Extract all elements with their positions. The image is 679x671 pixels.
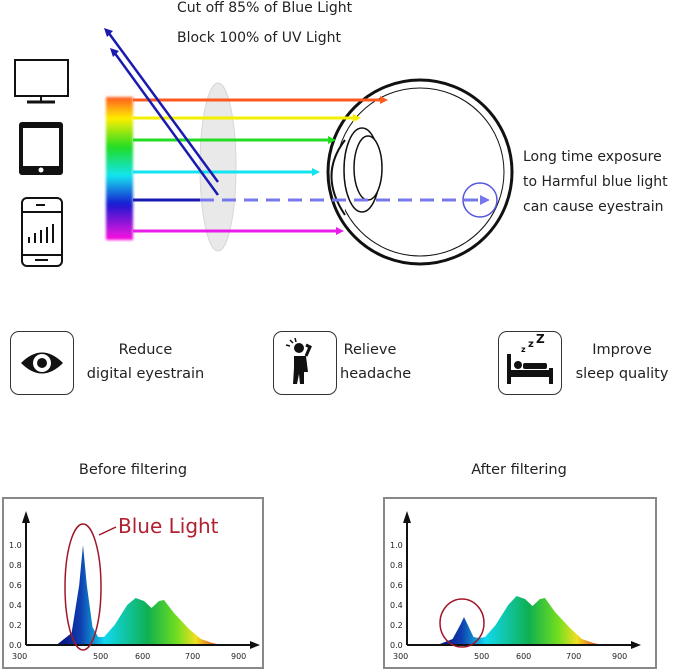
y-tick-label: 0.2: [9, 621, 22, 630]
benefit-1-line-1: Reduce: [118, 342, 173, 358]
chart-after-title: After filtering: [471, 462, 567, 478]
x-tick-label: 500: [93, 652, 108, 661]
x-tick-label: 300: [393, 652, 408, 661]
x-tick-label: 300: [12, 652, 27, 661]
reflected-blue-ray: [106, 31, 220, 183]
smartphone-icon: [21, 197, 63, 267]
y-tick-label: 0.4: [390, 601, 403, 610]
annotation-line: [98, 526, 117, 536]
y-tick-label: 0.8: [390, 561, 403, 570]
y-tick-label: 1.0: [9, 541, 22, 550]
y-tick-label: 0.6: [390, 581, 403, 590]
x-tick-label: 900: [231, 652, 246, 661]
y-tick-label: 0.0: [390, 641, 403, 650]
y-tick-label: 0.4: [9, 601, 22, 610]
uv-light-claim: Block 100% of UV Light: [177, 30, 341, 46]
light-rays: [104, 28, 490, 235]
monitor-icon: [14, 59, 69, 104]
light-ray-arrow: [312, 168, 320, 176]
reflected-ray-arrow: [110, 48, 119, 57]
chart-before: 0.0 0.2 0.4 0.6 0.8 1.0 300 500 600 700 900 Blue Li…: [2, 497, 264, 669]
benefit-2-line-2: headache: [340, 366, 412, 382]
x-tick-label: 500: [474, 652, 489, 661]
chart-before-title: Before filtering: [78, 462, 188, 478]
blue-light-circle: [439, 598, 485, 648]
spectrum-bar: [106, 97, 133, 240]
benefit-3-line-1: Improve: [592, 342, 652, 358]
light-path-diagram: [14, 28, 514, 267]
y-tick-label: 0.6: [9, 581, 22, 590]
blue-ray-arrow: [480, 195, 490, 205]
y-axis-arrow: [22, 511, 30, 523]
eye-icon: [10, 331, 74, 395]
svg-text:Z: Z: [536, 332, 545, 346]
benefit-2-line-1: Relieve: [343, 342, 397, 358]
x-tick-label: 600: [516, 652, 531, 661]
eye-note-line-3: can cause eyestrain: [523, 199, 664, 215]
y-tick-label: 1.0: [390, 541, 403, 550]
y-tick-label: 0.2: [390, 621, 403, 630]
blue-light-annotation: Blue Light: [118, 514, 219, 538]
light-ray-arrow: [353, 114, 361, 122]
y-tick-label: 0.0: [9, 641, 22, 650]
x-axis-arrow: [250, 641, 260, 649]
svg-text:z: z: [528, 339, 534, 350]
blue-light-circle: [64, 523, 102, 651]
lens-filter: [199, 82, 237, 252]
light-ray-arrow: [336, 227, 344, 235]
spectrum-area: [56, 545, 222, 645]
headache-person-icon: [273, 331, 337, 395]
blue-light-claim: Cut off 85% of Blue Light: [177, 0, 353, 16]
x-tick-label: 700: [185, 652, 200, 661]
eyeball-icon: [326, 78, 514, 266]
light-ray-arrow: [380, 96, 388, 104]
eye-note-line-2: to Harmful blue light: [523, 174, 668, 190]
benefit-1-line-2: digital eyestrain: [86, 366, 205, 382]
svg-text:z: z: [521, 345, 526, 354]
benefit-3-line-2: sleep quality: [575, 366, 669, 382]
eye-note-line-1: Long time exposure: [523, 149, 662, 165]
retina-highlight: [462, 182, 498, 218]
x-axis-arrow: [631, 641, 641, 649]
y-axis-arrow: [403, 511, 411, 523]
x-tick-label: 900: [612, 652, 627, 661]
tablet-icon: [19, 122, 63, 175]
chart-after: 0.0 0.2 0.4 0.6 0.8 1.0 300 500 600 700 900: [383, 497, 657, 669]
spectrum-area: [437, 596, 603, 645]
reflected-ray-arrow: [104, 28, 113, 37]
reflected-blue-ray: [112, 51, 220, 196]
light-ray-arrow: [328, 136, 336, 144]
y-tick-label: 0.8: [9, 561, 22, 570]
x-tick-label: 700: [566, 652, 581, 661]
x-tick-label: 600: [135, 652, 150, 661]
